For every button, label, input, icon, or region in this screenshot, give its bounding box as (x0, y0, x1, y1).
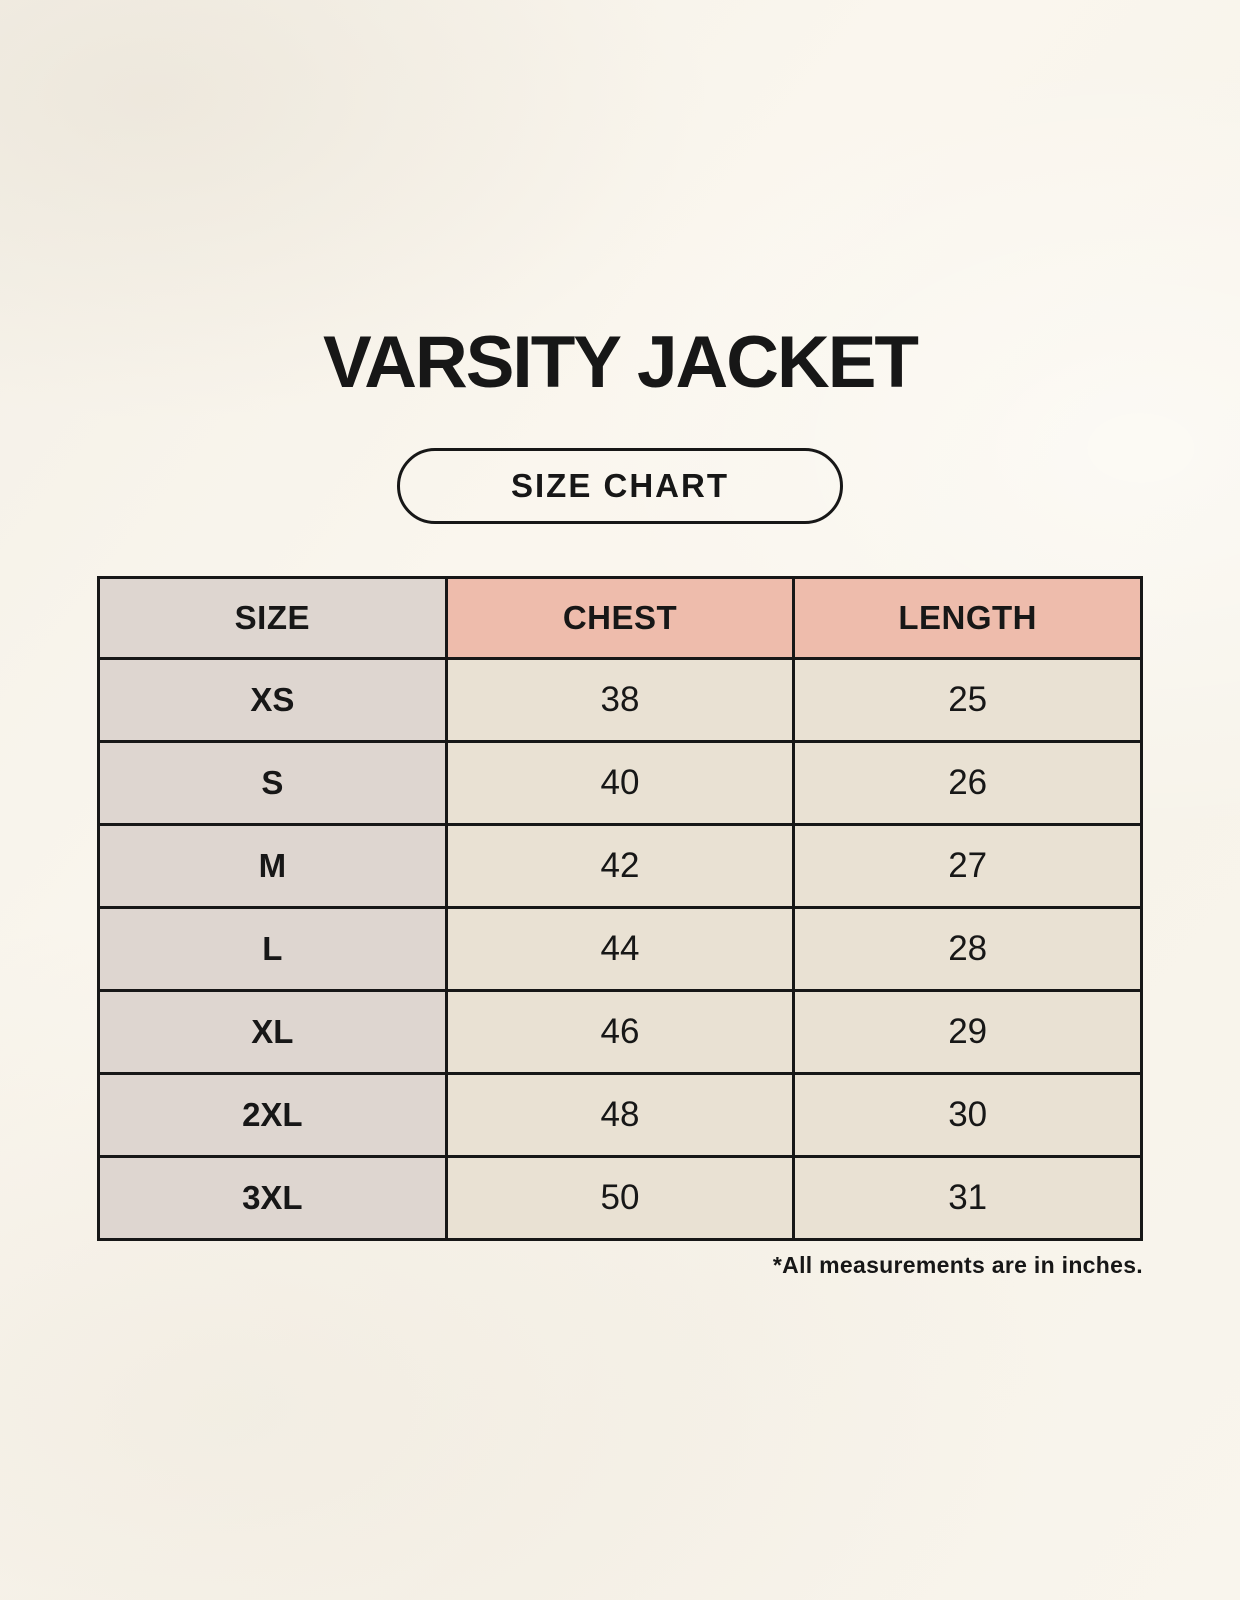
table-row: 3XL 50 31 (97, 1155, 1143, 1241)
size-cell: 3XL (97, 1155, 448, 1241)
chest-cell: 46 (444, 989, 796, 1075)
chest-cell: 44 (444, 906, 796, 992)
size-cell: L (97, 906, 448, 992)
length-cell: 28 (792, 906, 1143, 992)
length-cell: 27 (792, 823, 1143, 909)
chest-cell: 38 (444, 657, 796, 743)
chest-cell: 50 (444, 1155, 796, 1241)
table-row: S 40 26 (97, 740, 1143, 826)
size-cell: XS (97, 657, 448, 743)
size-table-body: XS 38 25 S 40 26 M 42 27 L 44 28 XL 46 29 2XL 48 30 3XL 50 3… (97, 657, 1143, 1241)
size-cell: XL (97, 989, 448, 1075)
chest-cell: 40 (444, 740, 796, 826)
size-chart-badge: SIZE CHART (397, 448, 843, 524)
table-row: XL 46 29 (97, 989, 1143, 1075)
length-cell: 29 (792, 989, 1143, 1075)
size-cell: 2XL (97, 1072, 448, 1158)
length-cell: 30 (792, 1072, 1143, 1158)
chest-cell: 42 (444, 823, 796, 909)
table-row: XS 38 25 (97, 657, 1143, 743)
page-title: VARSITY JACKET (323, 322, 919, 403)
length-cell: 26 (792, 740, 1143, 826)
size-cell: S (97, 740, 448, 826)
length-cell: 31 (792, 1155, 1143, 1241)
size-table: SIZE CHEST LENGTH XS 38 25 S 40 26 M 42 27 L 44 28 X… (97, 576, 1143, 1241)
chest-cell: 48 (444, 1072, 796, 1158)
length-cell: 25 (792, 657, 1143, 743)
table-row: 2XL 48 30 (97, 1072, 1143, 1158)
size-cell: M (97, 823, 448, 909)
table-row: L 44 28 (97, 906, 1143, 992)
size-chart-badge-label: SIZE CHART (511, 467, 729, 504)
table-header-row: SIZE CHEST LENGTH (97, 576, 1143, 660)
measurements-note: *All measurements are in inches. (772, 1252, 1143, 1278)
size-table-container: SIZE CHEST LENGTH XS 38 25 S 40 26 M 42 27 L 44 28 X… (97, 576, 1143, 1279)
header-size: SIZE (97, 576, 448, 660)
header-chest: CHEST (444, 576, 796, 660)
header-length: LENGTH (792, 576, 1143, 660)
table-row: M 42 27 (97, 823, 1143, 909)
